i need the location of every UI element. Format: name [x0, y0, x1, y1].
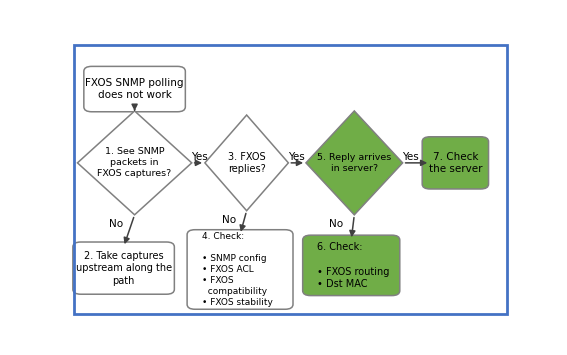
- Text: 5. Reply arrives
in server?: 5. Reply arrives in server?: [317, 153, 391, 173]
- FancyBboxPatch shape: [84, 66, 185, 112]
- Text: No: No: [222, 215, 236, 225]
- Text: No: No: [109, 219, 123, 229]
- Polygon shape: [306, 111, 403, 215]
- Text: 4. Check:

• SNMP config
• FXOS ACL
• FXOS
  compatibility
• FXOS stability: 4. Check: • SNMP config • FXOS ACL • FXO…: [202, 232, 273, 307]
- FancyBboxPatch shape: [187, 230, 293, 309]
- Text: FXOS SNMP polling
does not work: FXOS SNMP polling does not work: [86, 78, 184, 100]
- Text: No: No: [329, 219, 343, 229]
- Text: Yes: Yes: [288, 152, 304, 162]
- Text: 3. FXOS
replies?: 3. FXOS replies?: [228, 152, 265, 174]
- Text: Yes: Yes: [402, 152, 419, 162]
- Text: 2. Take captures
upstream along the
path: 2. Take captures upstream along the path: [75, 251, 172, 285]
- FancyBboxPatch shape: [303, 235, 400, 296]
- Text: Yes: Yes: [191, 152, 208, 162]
- Polygon shape: [78, 111, 192, 215]
- Polygon shape: [205, 115, 289, 211]
- Text: 6. Check:

• FXOS routing
• Dst MAC: 6. Check: • FXOS routing • Dst MAC: [317, 242, 390, 289]
- FancyBboxPatch shape: [422, 137, 489, 189]
- Text: 1. See SNMP
packets in
FXOS captures?: 1. See SNMP packets in FXOS captures?: [98, 147, 172, 179]
- Text: 7. Check
the server: 7. Check the server: [429, 152, 482, 174]
- FancyBboxPatch shape: [73, 242, 175, 294]
